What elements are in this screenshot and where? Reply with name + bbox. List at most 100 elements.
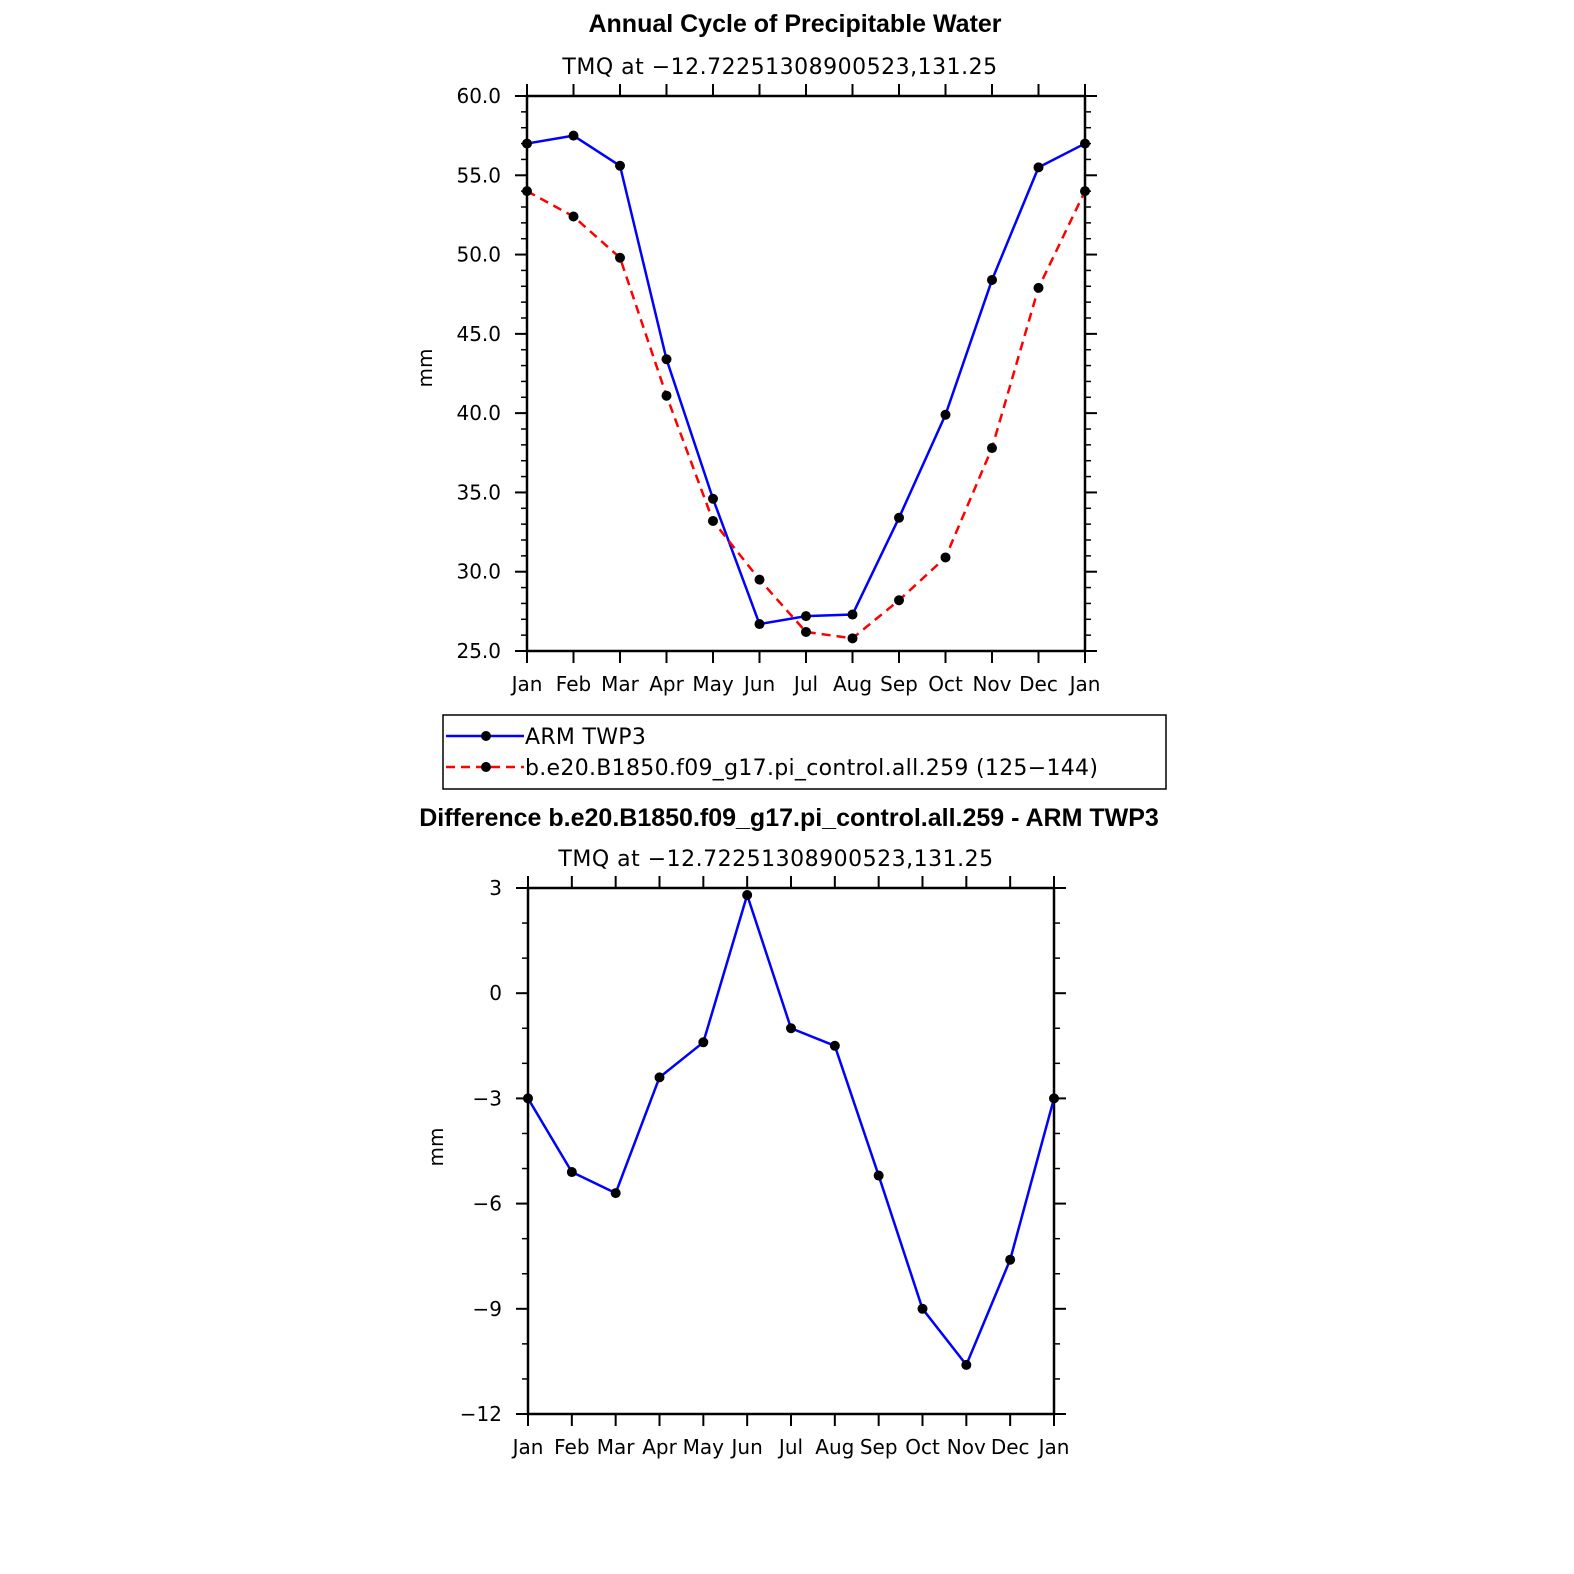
bottom-x-tick-label: Sep (860, 1435, 898, 1459)
bottom-plot-frame (526, 886, 1056, 1416)
top-series-0-point (940, 409, 951, 420)
top-series-0-point (568, 130, 579, 141)
bottom-series-0-point (523, 1093, 533, 1104)
top-series-1-point (987, 443, 997, 454)
top-series-0-point (754, 619, 765, 630)
top-plot-frame (525, 94, 1087, 653)
top-x-tick-label: Jan (1068, 672, 1101, 696)
top-series-1-point (894, 595, 904, 606)
bottom-x-tick-label: Jun (730, 1435, 763, 1459)
top-series-0-point (847, 609, 858, 620)
bottom-series-0-point (566, 1167, 577, 1178)
top-series-1-point (1080, 186, 1090, 197)
top-chart-title: Annual Cycle of Precipitable Water (588, 10, 1001, 38)
top-x-tick-label: Aug (833, 672, 872, 696)
top-x-tick-label: May (692, 672, 734, 696)
top-y-tick-label: 50.0 (456, 243, 501, 267)
top-x-tick-label: Feb (556, 672, 591, 696)
top-series-1-point (661, 390, 672, 401)
top-series-0-point (708, 493, 718, 504)
top-series-1-point (522, 186, 532, 197)
bottom-x-tick-label: Jan (1037, 1435, 1070, 1459)
bottom-series-0-point (961, 1359, 972, 1370)
top-series-0-point (894, 512, 904, 523)
bottom-x-tick-label: Jan (511, 1435, 544, 1459)
bottom-y-tick-label: −9 (473, 1297, 502, 1321)
top-series-1-point (754, 574, 765, 585)
top-series-1-point (615, 252, 625, 263)
bottom-chart-subtitle: TMQ at −12.72251308900523,131.25 (557, 847, 993, 872)
bottom-series-0-point (1049, 1093, 1059, 1104)
bottom-series-0-point (1005, 1254, 1016, 1265)
bottom-series-0-point (610, 1188, 621, 1199)
top-series-0-point (615, 160, 625, 171)
top-x-tick-label: Nov (972, 672, 1011, 696)
bottom-y-tick-label: −6 (473, 1192, 502, 1216)
bottom-x-tick-label: Jul (777, 1435, 803, 1459)
top-y-tick-label: 30.0 (456, 560, 501, 584)
top-y-tick-label: 55.0 (456, 163, 501, 187)
top-x-tick-label: Mar (601, 672, 640, 696)
bottom-x-tick-label: Aug (815, 1435, 854, 1459)
bottom-y-tick-label: −3 (473, 1086, 502, 1110)
top-y-tick-label: 45.0 (456, 322, 501, 346)
bottom-x-tick-label: Oct (905, 1435, 940, 1459)
top-series-0-point (661, 354, 672, 365)
bottom-series-0-point (917, 1303, 928, 1314)
top-x-tick-label: Jul (792, 672, 818, 696)
top-y-tick-label: 25.0 (456, 639, 501, 663)
top-series-0-point (801, 611, 811, 622)
bottom-series-0-point (698, 1037, 709, 1048)
difference-panel: Difference b.e20.B1850.f09_g17.pi_contro… (419, 804, 1159, 1459)
legend-label-arm: ARM TWP3 (525, 725, 646, 750)
bottom-series-line-0 (526, 893, 1056, 1367)
bottom-y-tick-label: −12 (460, 1402, 502, 1426)
bottom-x-tick-label: Nov (947, 1435, 986, 1459)
bottom-series-0-point (654, 1072, 665, 1083)
bottom-series-0-point (873, 1170, 884, 1181)
top-x-tick-label: Dec (1019, 672, 1058, 696)
top-series-1-point (940, 552, 951, 563)
top-series-0-point (522, 138, 532, 149)
top-series-0-point (1080, 138, 1090, 149)
top-series-1-point (708, 515, 718, 526)
bottom-y-axis-label: mm (424, 1128, 448, 1167)
bottom-plot-area: Jan Feb Mar Apr May Jun Jul Aug Sep Oct Nov Dec Jan−… (460, 876, 1070, 1459)
top-series-1-point (801, 626, 811, 637)
top-x-tick-label: Apr (649, 672, 684, 696)
legend-box (442, 714, 1167, 790)
bottom-x-tick-label: Dec (991, 1435, 1030, 1459)
top-series-1-point (1033, 282, 1044, 293)
top-chart-subtitle: TMQ at −12.72251308900523,131.25 (561, 55, 997, 80)
bottom-series-0-point (829, 1040, 840, 1051)
top-x-tick-label: Jan (510, 672, 543, 696)
bottom-x-tick-label: Apr (642, 1435, 677, 1459)
top-series-0-point (987, 274, 997, 285)
legend-marker-model (481, 762, 491, 772)
top-x-tick-label: Jun (742, 672, 775, 696)
top-y-axis-label: mm (413, 349, 437, 388)
top-series-line-0 (526, 134, 1086, 626)
top-y-tick-label: 60.0 (456, 84, 501, 108)
bottom-y-tick-label: 3 (489, 876, 502, 900)
legend: ARM TWP3 b.e20.B1850.f09_g17.pi_control.… (442, 714, 1167, 790)
bottom-y-tick-label: 0 (489, 981, 502, 1005)
top-series-1-point (568, 211, 579, 222)
top-y-tick-label: 35.0 (456, 480, 501, 504)
legend-label-model: b.e20.B1850.f09_g17.pi_control.all.259 (… (525, 756, 1098, 781)
top-series-1-point (847, 633, 858, 644)
top-x-tick-label: Oct (928, 672, 963, 696)
top-plot-area: Jan Feb Mar Apr May Jun Jul Aug Sep Oct Nov Dec Jan 2… (456, 84, 1100, 696)
bottom-x-tick-label: May (683, 1435, 725, 1459)
bottom-series-0-point (742, 890, 753, 901)
bottom-x-tick-label: Feb (554, 1435, 589, 1459)
bottom-chart-title: Difference b.e20.B1850.f09_g17.pi_contro… (419, 804, 1159, 832)
legend-marker-arm (481, 731, 491, 741)
top-x-tick-label: Sep (880, 672, 918, 696)
precipitable-water-panel: Annual Cycle of Precipitable Water TMQ a… (413, 10, 1100, 696)
bottom-series-0-point (786, 1023, 796, 1034)
bottom-x-tick-label: Mar (597, 1435, 636, 1459)
top-y-tick-label: 40.0 (456, 401, 501, 425)
top-series-0-point (1033, 162, 1044, 173)
